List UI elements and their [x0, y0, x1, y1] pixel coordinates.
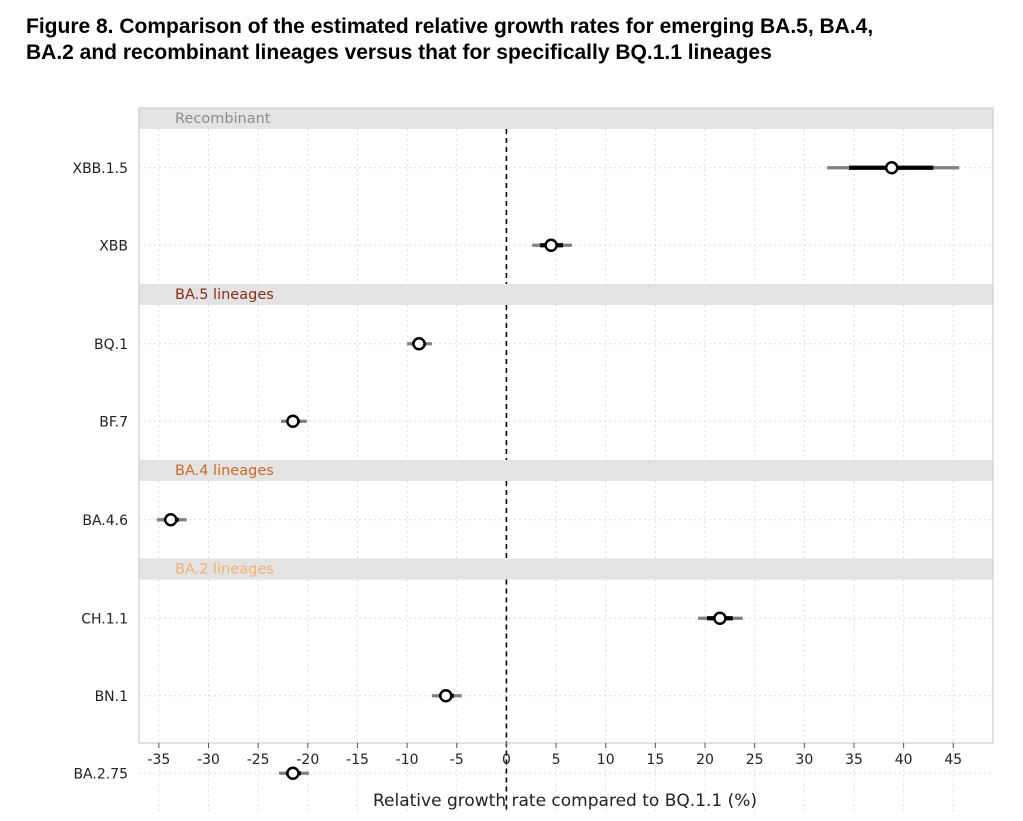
- panel-strip-background: [139, 460, 993, 481]
- x-tick-label: 35: [845, 752, 863, 768]
- y-tick-label: BA.2.75: [73, 766, 128, 782]
- x-tick-label: 25: [746, 752, 764, 768]
- x-tick-label: 20: [696, 752, 714, 768]
- point-estimate: [439, 689, 453, 703]
- x-tick-label: 0: [502, 752, 511, 768]
- panel-strip-background: [139, 284, 993, 305]
- panel-strip-label: BA.5 lineages: [175, 287, 274, 303]
- x-tick-label: 15: [646, 752, 664, 768]
- y-tick-label: BN.1: [95, 689, 128, 705]
- point-estimate: [885, 161, 899, 175]
- point-estimate: [544, 238, 558, 252]
- y-tick-labels: XBB.1.5 XBB BQ.1 BF.7 BA.4.6 CH.1.1 BN.1 BA.2.7…: [72, 161, 128, 783]
- x-tick-label: 5: [552, 752, 561, 768]
- panel-strip-background: [139, 558, 993, 580]
- y-tick-label: BA.4.6: [82, 513, 128, 529]
- figure-title-line-2: BA.2 and recombinant lineages versus tha…: [26, 41, 772, 64]
- x-tick-label: 10: [597, 752, 615, 768]
- x-axis: -35 -30 -25 -20 -15 -10 -5 0 5 10 15 20 25 30 35 40 45: [147, 743, 962, 768]
- point-estimate: [412, 337, 426, 351]
- y-tick-label: BF.7: [99, 414, 128, 430]
- estimate-marks: [156, 161, 960, 780]
- x-tick-label: -5: [450, 752, 464, 768]
- point-estimate: [713, 611, 727, 625]
- x-tick-label: -10: [396, 752, 419, 768]
- panel-strip-label: Recombinant: [175, 111, 271, 127]
- x-tick-label: -30: [197, 752, 220, 768]
- panel-strip-background: [139, 108, 993, 129]
- x-tick-label: -20: [296, 752, 319, 768]
- panel-frame: [138, 107, 994, 744]
- x-axis-title: Relative growth rate compared to BQ.1.1 …: [373, 791, 757, 811]
- x-tick-label: 30: [795, 752, 813, 768]
- point-estimate: [164, 513, 178, 527]
- y-tick-label: BQ.1: [94, 337, 128, 353]
- plot-border: [138, 107, 994, 744]
- panel-strips: Recombinant BA.5 lineages BA.4 lineages BA.…: [139, 108, 993, 580]
- x-tick-label: 40: [895, 752, 913, 768]
- x-tick-label: 45: [944, 752, 962, 768]
- panel-strip-label: BA.2 lineages: [175, 562, 274, 578]
- figure-title: Figure 8. Comparison of the estimated re…: [26, 14, 1006, 66]
- y-tick-label: XBB: [99, 238, 128, 254]
- y-tick-label: CH.1.1: [81, 611, 128, 627]
- grid-layer: [139, 129, 993, 812]
- x-tick-label: -35: [147, 752, 170, 768]
- figure-title-line-1: Figure 8. Comparison of the estimated re…: [26, 15, 874, 38]
- point-estimate: [286, 766, 300, 780]
- x-tick-label: -25: [247, 752, 270, 768]
- point-estimate: [286, 414, 300, 428]
- y-tick-label: XBB.1.5: [72, 161, 128, 177]
- panel-strip-label: BA.4 lineages: [175, 463, 274, 479]
- x-tick-label: -15: [346, 752, 369, 768]
